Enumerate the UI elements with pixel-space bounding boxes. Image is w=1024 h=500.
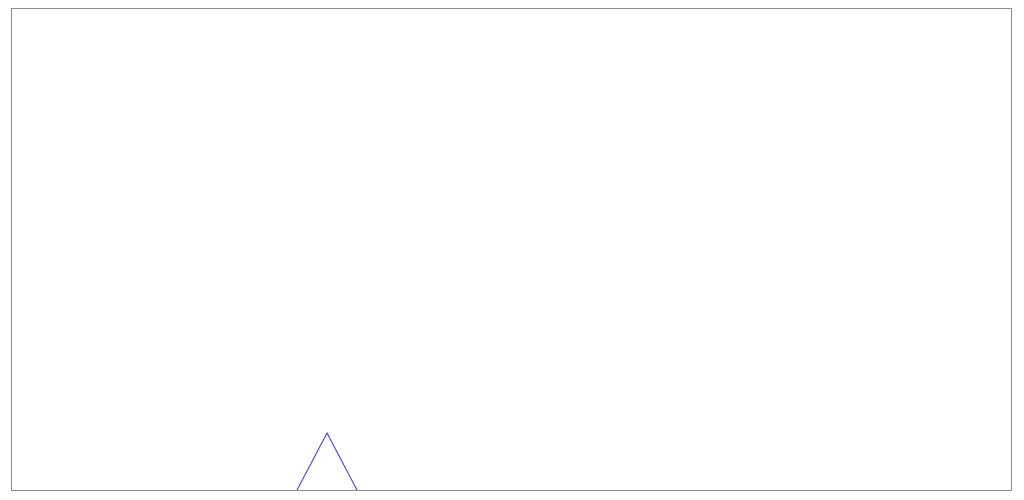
- canvas-svg: [296, 431, 358, 490]
- triangle-shape: [296, 431, 358, 490]
- drawing-canvas[interactable]: [11, 8, 1012, 491]
